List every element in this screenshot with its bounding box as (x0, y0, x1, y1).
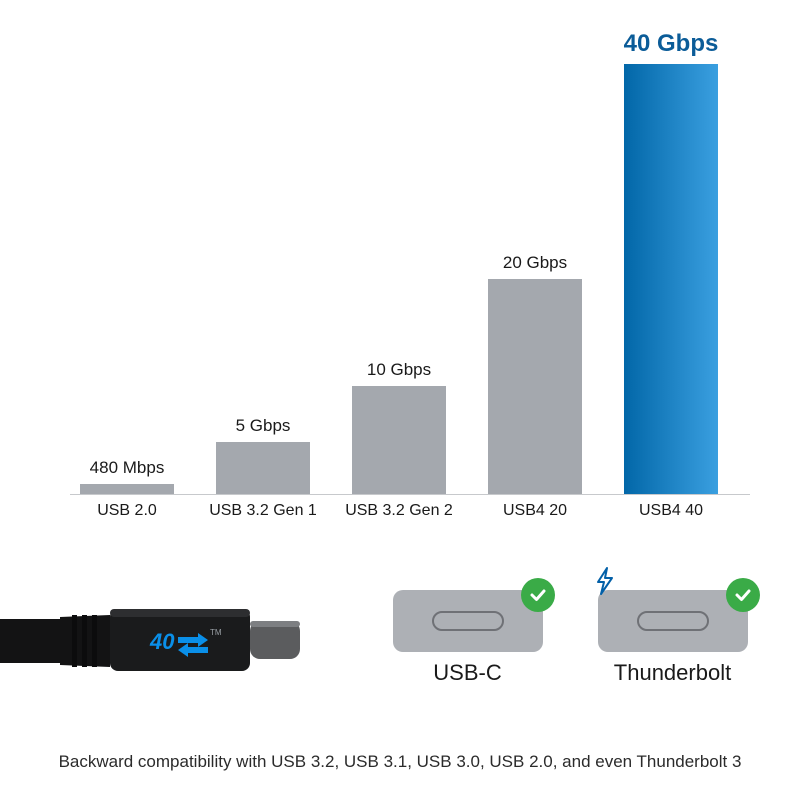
bar-value-label: 20 Gbps (465, 253, 605, 273)
port-shape (393, 590, 543, 652)
svg-text:40: 40 (149, 629, 175, 654)
bar-value-label: 10 Gbps (329, 360, 469, 380)
bar (216, 442, 310, 494)
chart-baseline (70, 494, 750, 495)
port-group: Thunderbolt (590, 590, 755, 686)
bar (488, 279, 582, 494)
port-slot (432, 611, 504, 631)
port-label: Thunderbolt (590, 660, 755, 686)
port-slot (637, 611, 709, 631)
thunderbolt-icon (590, 566, 620, 601)
bar-category-label: USB 2.0 (57, 502, 197, 520)
bar-category-label: USB4 40 (601, 502, 741, 520)
footer-compatibility-text: Backward compatibility with USB 3.2, USB… (0, 752, 800, 772)
bar-value-label: 5 Gbps (193, 416, 333, 436)
svg-text:TM: TM (210, 628, 222, 637)
bar-category-label: USB 3.2 Gen 2 (329, 502, 469, 520)
compatibility-row: 40 TM USB-C Thunderbolt (0, 575, 800, 715)
port-shape (598, 590, 748, 652)
bar (352, 386, 446, 494)
bar (80, 484, 174, 494)
bar-value-label: 40 Gbps (601, 30, 741, 58)
bar-category-label: USB4 20 (465, 502, 605, 520)
port-group: USB-C (385, 590, 550, 686)
checkmark-icon (726, 578, 760, 612)
port-label: USB-C (385, 660, 550, 686)
bar-category-label: USB 3.2 Gen 1 (193, 502, 333, 520)
bar (624, 64, 718, 494)
speed-bar-chart: 480 MbpsUSB 2.05 GbpsUSB 3.2 Gen 110 Gbp… (70, 40, 750, 520)
usb4-cable-illustration: 40 TM (0, 593, 310, 683)
bar-value-label: 480 Mbps (57, 458, 197, 478)
checkmark-icon (521, 578, 555, 612)
